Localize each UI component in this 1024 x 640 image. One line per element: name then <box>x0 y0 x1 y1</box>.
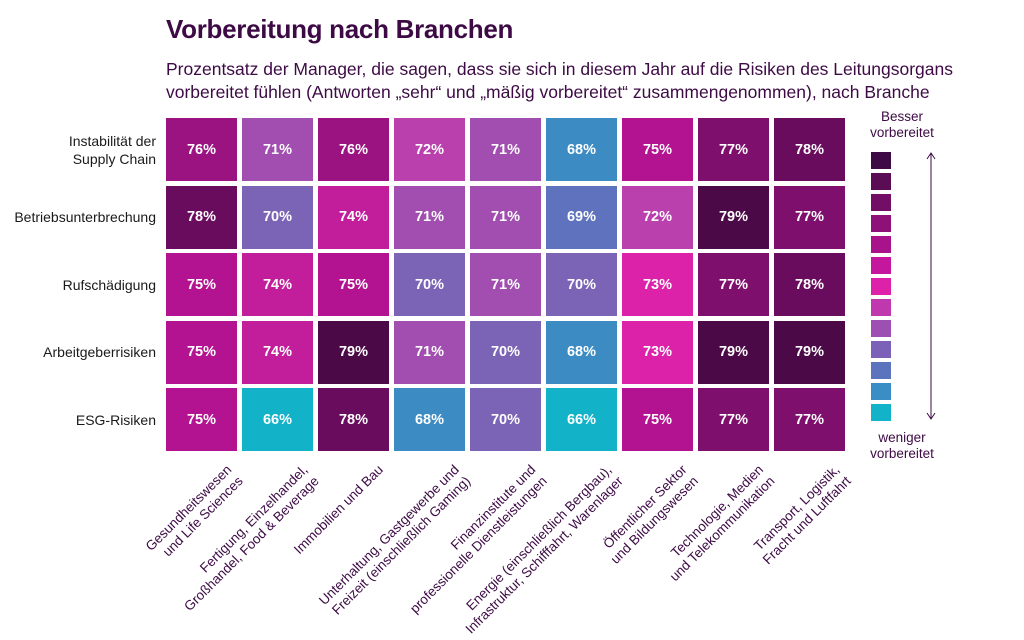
row-label: ESG-Risiken <box>0 411 156 429</box>
legend-top-label: Besser vorbereitet <box>857 109 947 141</box>
heatmap-cell: 70% <box>242 185 313 249</box>
heatmap-cell: 66% <box>242 388 313 451</box>
heatmap-cell: 70% <box>470 320 541 384</box>
heatmap-cell: 71% <box>470 185 541 249</box>
heatmap-cell: 75% <box>166 253 237 316</box>
legend-swatch <box>871 236 891 253</box>
legend-swatch <box>871 215 891 232</box>
heatmap-cell: 75% <box>622 388 693 451</box>
heatmap-cell: 77% <box>774 185 845 249</box>
heatmap-cell: 73% <box>622 253 693 316</box>
legend-bottom-label: weniger vorbereitet <box>857 430 947 462</box>
heatmap-cell: 79% <box>318 320 389 384</box>
legend-top-line-1: Besser <box>880 109 924 124</box>
heatmap-cell: 76% <box>166 118 237 181</box>
heatmap-cell: 68% <box>546 118 617 181</box>
heatmap-cell: 75% <box>318 253 389 316</box>
heatmap-cell: 68% <box>546 320 617 384</box>
heatmap-cell: 74% <box>242 253 313 316</box>
heatmap-cell: 69% <box>546 185 617 249</box>
row-label: Rufschädigung <box>0 276 156 294</box>
heatmap-cell: 72% <box>394 118 465 181</box>
heatmap-cell: 79% <box>774 320 845 384</box>
heatmap-cell: 76% <box>318 118 389 181</box>
row-label-line: Betriebsunterbrechung <box>14 209 156 225</box>
heatmap-cell: 75% <box>166 388 237 451</box>
legend-arrow-icon <box>926 152 936 420</box>
column-label-line: Infrastruktur, Schifffahrt, Warenlager <box>462 473 626 637</box>
heatmap-cell: 68% <box>394 388 465 451</box>
heatmap-cell: 75% <box>166 320 237 384</box>
heatmap-cell: 78% <box>318 388 389 451</box>
row-label-line: Instabilität der <box>68 132 156 149</box>
legend-bottom-line-1: weniger <box>878 430 926 445</box>
chart-title: Vorbereitung nach Branchen <box>166 14 514 44</box>
heatmap-cell: 70% <box>394 253 465 316</box>
heatmap-cell: 72% <box>622 185 693 249</box>
row-label: Instabilität der Supply Chain <box>0 132 156 168</box>
legend-bottom-line-2: vorbereitet <box>870 446 934 461</box>
row-label-line: Rufschädigung <box>62 276 156 293</box>
legend-swatch <box>871 278 891 295</box>
heatmap-cell: 79% <box>698 320 769 384</box>
legend-swatch <box>871 299 891 316</box>
heatmap-cell: 75% <box>622 118 693 181</box>
heatmap-cell: 73% <box>622 320 693 384</box>
heatmap-cell: 78% <box>166 185 237 249</box>
legend-swatch <box>871 152 891 169</box>
legend-swatch <box>871 257 891 274</box>
heatmap-cell: 78% <box>774 253 845 316</box>
heatmap-cell: 77% <box>698 388 769 451</box>
heatmap-cell: 74% <box>318 185 389 249</box>
row-label-line: Supply Chain <box>72 150 156 167</box>
legend-swatch <box>871 404 891 421</box>
legend-swatch <box>871 173 891 190</box>
legend-top-line-2: vorbereitet <box>870 125 934 140</box>
legend-swatch <box>871 341 891 358</box>
heatmap-cell: 70% <box>470 388 541 451</box>
heatmap-cell: 71% <box>242 118 313 181</box>
row-label-line: ESG-Risiken <box>75 411 156 428</box>
heatmap-cell: 71% <box>470 253 541 316</box>
heatmap-cell: 78% <box>774 118 845 181</box>
legend-swatch <box>871 320 891 337</box>
heatmap-cell: 71% <box>394 185 465 249</box>
heatmap-cell: 77% <box>698 118 769 181</box>
legend-swatch <box>871 362 891 379</box>
heatmap-cell: 74% <box>242 320 313 384</box>
row-label: Betriebsunterbrechung <box>0 208 156 226</box>
legend-swatch <box>871 383 891 400</box>
heatmap-cell: 71% <box>394 320 465 384</box>
chart-subtitle: Prozentsatz der Manager, die sagen, dass… <box>166 59 953 102</box>
row-label: Arbeitgeberrisiken <box>0 343 156 361</box>
legend-swatch <box>871 194 891 211</box>
heatmap-cell: 77% <box>774 388 845 451</box>
heatmap-cell: 66% <box>546 388 617 451</box>
heatmap-cell: 71% <box>470 118 541 181</box>
heatmap-cell: 79% <box>698 185 769 249</box>
row-label-line: Arbeitgeberrisiken <box>43 344 156 360</box>
heatmap-cell: 70% <box>546 253 617 316</box>
heatmap-cell: 77% <box>698 253 769 316</box>
